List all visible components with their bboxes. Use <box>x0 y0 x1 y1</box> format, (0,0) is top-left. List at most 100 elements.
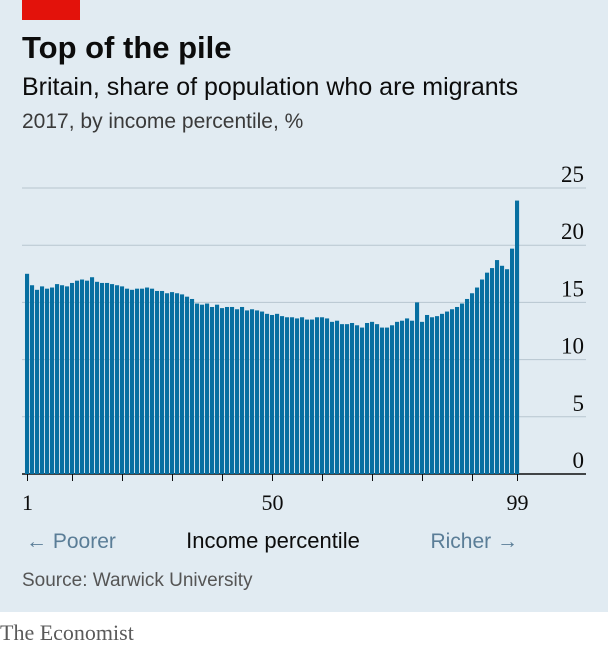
y-tick-label-20: 20 <box>561 219 584 244</box>
bar-percentile-35 <box>195 303 200 474</box>
bar-percentile-18 <box>110 284 115 474</box>
bar-percentile-98 <box>510 248 515 474</box>
bar-percentile-76 <box>400 320 405 474</box>
bar-percentile-68 <box>360 327 365 474</box>
bar-percentile-40 <box>220 308 225 474</box>
bar-percentile-77 <box>405 318 410 474</box>
bar-percentile-52 <box>280 316 285 474</box>
x-tick-label-1: 1 <box>22 490 33 515</box>
bar-percentile-9 <box>65 286 70 474</box>
bar-percentile-62 <box>330 321 335 474</box>
bar-percentile-57 <box>305 319 310 474</box>
bar-percentile-36 <box>200 304 205 474</box>
bar-percentile-90 <box>470 293 475 474</box>
brand-red-tag <box>22 0 80 20</box>
y-tick-labels: 0 5 10 15 20 25 <box>561 162 584 473</box>
bar-percentile-25 <box>145 287 150 474</box>
chart-units: 2017, by income percentile, % <box>22 110 304 133</box>
bar-percentile-88 <box>460 303 465 474</box>
bar-percentile-7 <box>55 284 60 474</box>
bar-percentile-41 <box>225 306 230 474</box>
bar-percentile-75 <box>395 321 400 474</box>
bar-percentile-61 <box>325 318 330 474</box>
bar-percentile-31 <box>175 293 180 474</box>
poorer-annotation: ← Poorer <box>26 530 116 553</box>
bar-percentile-85 <box>445 311 450 474</box>
x-tick-label-99: 99 <box>507 490 529 515</box>
bar-percentile-56 <box>300 317 305 474</box>
bar-percentile-8 <box>60 285 65 474</box>
source-note: Source: Warwick University <box>22 570 253 591</box>
bar-percentile-69 <box>365 322 370 474</box>
bar-percentile-22 <box>130 289 135 474</box>
bar-percentile-34 <box>190 298 195 474</box>
bar-percentile-1 <box>25 273 30 474</box>
bar-percentile-65 <box>345 324 350 474</box>
bar-series <box>25 200 520 474</box>
bar-percentile-81 <box>425 314 430 474</box>
x-tick-label-50: 50 <box>262 490 284 515</box>
bar-percentile-86 <box>450 309 455 474</box>
y-tick-label-25: 25 <box>561 162 584 187</box>
bar-percentile-67 <box>355 325 360 474</box>
bar-percentile-49 <box>265 313 270 474</box>
bar-percentile-53 <box>285 317 290 474</box>
bar-percentile-63 <box>335 320 340 474</box>
bar-percentile-39 <box>215 304 220 474</box>
bar-percentile-59 <box>315 317 320 474</box>
bar-percentile-32 <box>180 294 185 474</box>
bar-percentile-70 <box>370 321 375 474</box>
bar-percentile-42 <box>230 306 235 474</box>
bar-percentile-3 <box>35 289 40 474</box>
x-axis-title: Income percentile <box>186 528 360 553</box>
bar-percentile-21 <box>125 288 130 474</box>
bar-percentile-30 <box>170 292 175 474</box>
bar-percentile-33 <box>185 296 190 474</box>
bar-percentile-11 <box>75 280 80 474</box>
bar-percentile-54 <box>290 317 295 474</box>
bar-percentile-91 <box>475 287 480 474</box>
bar-percentile-26 <box>150 288 155 474</box>
bar-percentile-46 <box>250 309 255 474</box>
y-tick-label-15: 15 <box>561 276 584 301</box>
bar-percentile-74 <box>390 325 395 474</box>
chart-subtitle: Britain, share of population who are mig… <box>22 73 519 101</box>
bar-percentile-79 <box>415 302 420 474</box>
bar-percentile-78 <box>410 320 415 474</box>
bar-percentile-55 <box>295 318 300 474</box>
y-tick-label-10: 10 <box>561 334 584 359</box>
bar-percentile-80 <box>420 321 425 474</box>
bar-percentile-2 <box>30 285 35 474</box>
bar-percentile-72 <box>380 327 385 474</box>
bar-percentile-28 <box>160 290 165 474</box>
bar-percentile-15 <box>95 281 100 474</box>
bar-percentile-12 <box>80 279 85 474</box>
bar-percentile-44 <box>240 306 245 474</box>
bar-percentile-99 <box>515 200 520 474</box>
chart-title: Top of the pile <box>22 30 232 65</box>
bar-percentile-51 <box>275 313 280 474</box>
y-tick-label-5: 5 <box>573 391 585 416</box>
x-tick-marks: 1 50 99 <box>22 474 529 515</box>
bar-percentile-83 <box>435 316 440 474</box>
bar-percentile-58 <box>310 319 315 474</box>
bar-percentile-73 <box>385 327 390 474</box>
bar-percentile-93 <box>485 272 490 474</box>
y-tick-label-0: 0 <box>573 448 585 473</box>
bar-percentile-27 <box>155 290 160 474</box>
bar-percentile-29 <box>165 293 170 474</box>
bar-percentile-10 <box>70 282 75 474</box>
bar-percentile-82 <box>430 317 435 474</box>
bar-percentile-47 <box>255 310 260 474</box>
bar-percentile-97 <box>505 269 510 474</box>
bar-percentile-20 <box>120 286 125 474</box>
bar-percentile-71 <box>375 324 380 474</box>
bar-percentile-48 <box>260 311 265 474</box>
bar-percentile-60 <box>320 317 325 474</box>
bar-percentile-89 <box>465 298 470 474</box>
bar-percentile-16 <box>100 282 105 474</box>
bar-percentile-92 <box>480 279 485 474</box>
bar-percentile-23 <box>135 288 140 474</box>
bar-percentile-24 <box>140 288 145 474</box>
bar-percentile-13 <box>85 280 90 474</box>
